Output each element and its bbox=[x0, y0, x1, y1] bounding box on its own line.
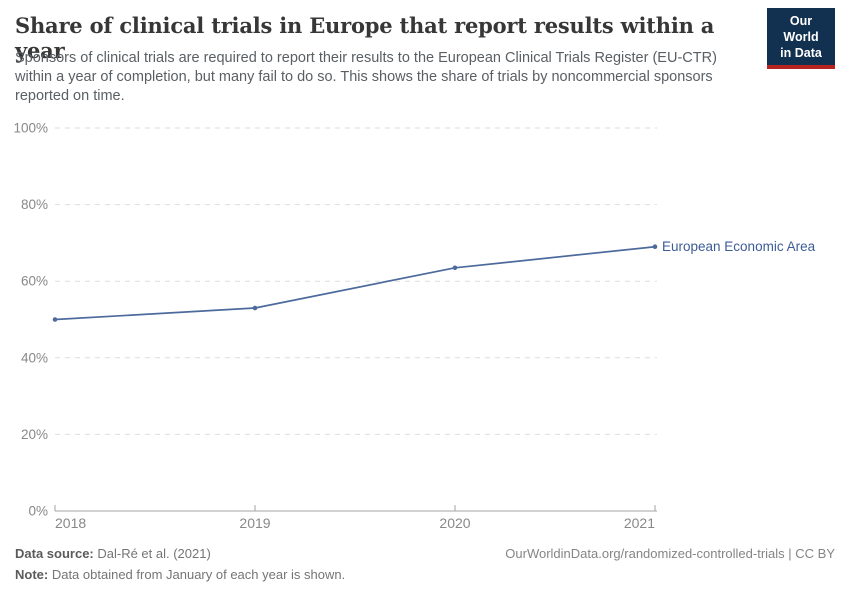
y-axis-tick-label: 0% bbox=[28, 504, 48, 519]
note-line: Note: Data obtained from January of each… bbox=[15, 564, 835, 585]
owid-logo-line2: in Data bbox=[780, 46, 822, 60]
data-source-value: Dal-Ré et al. (2021) bbox=[93, 546, 211, 561]
owid-logo-line1: Our World bbox=[783, 14, 819, 44]
data-point[interactable] bbox=[52, 317, 58, 322]
data-point[interactable] bbox=[252, 305, 258, 311]
data-line bbox=[54, 245, 656, 321]
chart-footer: Data source: Dal-Ré et al. (2021) OurWor… bbox=[15, 543, 835, 585]
data-point[interactable] bbox=[652, 244, 658, 250]
data-point[interactable] bbox=[452, 265, 458, 271]
x-axis-tick-label: 2021 bbox=[624, 515, 655, 531]
data-source-label: Data source: bbox=[15, 546, 94, 561]
line-chart: 0% 20% 40% 60% 80% 100% 2018 2019 2020 2021 Europe… bbox=[13, 121, 816, 532]
y-axis-tick-label: 20% bbox=[21, 427, 48, 442]
x-axis-tick-label: 2020 bbox=[439, 515, 470, 531]
series-label: European Economic Area bbox=[662, 239, 816, 254]
note-label: Note: bbox=[15, 567, 49, 582]
data-source-line: Data source: Dal-Ré et al. (2021) bbox=[15, 543, 211, 564]
owid-logo[interactable]: Our World in Data bbox=[767, 8, 835, 69]
chart-title: Share of clinical trials in Europe that … bbox=[15, 13, 715, 63]
y-axis-tick-label: 100% bbox=[13, 121, 48, 136]
y-axis-tick-label: 40% bbox=[21, 350, 48, 365]
chart-plot-area: 0% 20% 40% 60% 80% 100% 2018 2019 2020 2021 Europe… bbox=[0, 115, 850, 540]
y-axis-tick-label: 60% bbox=[21, 274, 48, 289]
y-axis-tick-label: 80% bbox=[21, 197, 48, 212]
attribution-link[interactable]: OurWorldinData.org/randomized-controlled… bbox=[505, 546, 835, 561]
chart-subtitle: Sponsors of clinical trials are required… bbox=[15, 50, 717, 104]
note-value: Data obtained from January of each year … bbox=[48, 567, 346, 582]
x-axis-tick-label: 2019 bbox=[239, 515, 270, 531]
x-axis-tick-label: 2018 bbox=[55, 515, 86, 531]
